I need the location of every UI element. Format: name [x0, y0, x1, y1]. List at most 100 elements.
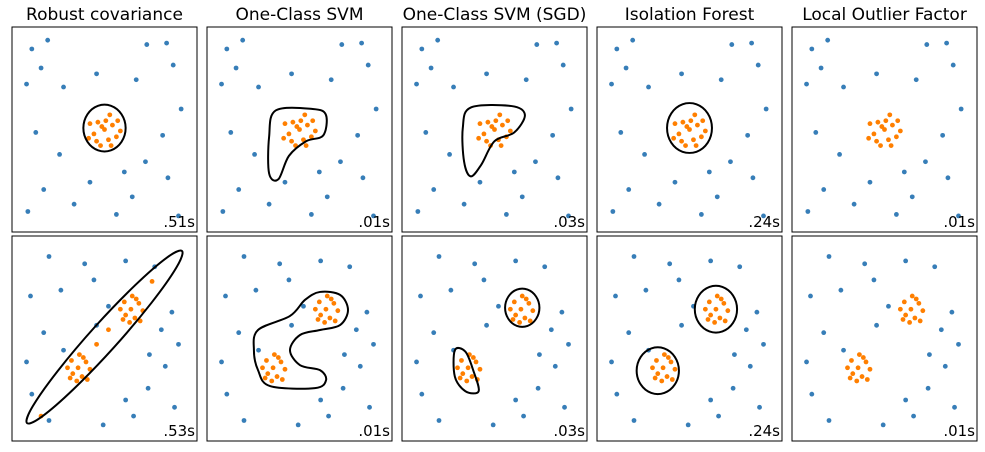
data-point [679, 71, 684, 77]
data-point [262, 375, 268, 381]
axes-frame [596, 235, 783, 442]
data-point [86, 135, 92, 141]
data-point [76, 352, 82, 358]
data-point [743, 327, 749, 333]
data-point [371, 341, 376, 347]
data-point [241, 254, 247, 259]
runtime-label: .01s [358, 213, 390, 231]
data-point [680, 119, 686, 125]
data-point [708, 312, 714, 318]
data-point [286, 277, 292, 283]
data-point [106, 303, 111, 309]
data-point [722, 318, 728, 324]
runtime-label: .24s [748, 213, 780, 231]
data-point [672, 121, 678, 127]
data-point [98, 143, 103, 149]
data-point [106, 137, 111, 143]
data-point [950, 62, 956, 68]
data-point [318, 258, 324, 264]
panel: .24s [596, 235, 783, 442]
data-point [713, 306, 719, 312]
data-point [706, 299, 712, 305]
data-point [328, 77, 334, 83]
data-point [484, 71, 489, 77]
data-point [241, 418, 247, 423]
data-point [542, 264, 548, 270]
data-point [718, 296, 724, 302]
data-point [312, 306, 318, 312]
data-point [490, 422, 496, 428]
data-point [692, 112, 698, 118]
data-point [419, 391, 425, 397]
data-point [236, 330, 242, 336]
data-point [755, 62, 761, 68]
data-point [290, 119, 296, 125]
data-point [80, 355, 86, 360]
data-point [562, 404, 567, 410]
data-point [688, 118, 694, 124]
runtime-label: .03s [553, 422, 585, 440]
data-point [228, 130, 234, 135]
data-point [240, 37, 246, 43]
data-point [29, 391, 35, 397]
data-point [61, 84, 66, 90]
data-point [518, 306, 524, 312]
data-point [359, 40, 365, 46]
data-point [91, 277, 97, 283]
data-point [451, 84, 456, 90]
data-point [282, 179, 288, 185]
panel: One-Class SVM (SGD) .03s [401, 5, 588, 233]
data-point [671, 135, 677, 141]
data-point [270, 365, 276, 371]
data-point [129, 293, 135, 299]
plot-area [804, 37, 964, 219]
runtime-label: .51s [163, 213, 195, 231]
data-point [117, 306, 123, 312]
data-point [909, 194, 915, 200]
data-point [106, 327, 111, 333]
data-point [120, 317, 126, 322]
data-point [838, 287, 844, 293]
data-point [535, 385, 541, 391]
data-point [691, 137, 696, 143]
data-point [550, 132, 556, 138]
data-point [945, 175, 951, 181]
data-point [507, 128, 513, 134]
panel: .01s [206, 235, 393, 442]
panel-title: One-Class SVM (SGD) [403, 5, 587, 25]
data-point [455, 365, 460, 371]
data-point [84, 377, 90, 382]
data-point [952, 404, 957, 410]
data-point [484, 138, 489, 144]
data-point [115, 118, 121, 124]
data-point [818, 65, 824, 71]
data-point [289, 322, 294, 328]
data-point [465, 365, 471, 371]
data-point [94, 341, 99, 347]
data-point [347, 264, 353, 270]
data-point [912, 315, 918, 321]
data-point [459, 358, 464, 363]
data-point [266, 201, 272, 207]
data-point [339, 42, 345, 47]
data-point [626, 187, 632, 192]
data-point [136, 300, 142, 306]
data-point [761, 213, 766, 219]
data-point [477, 121, 483, 127]
data-point [519, 194, 525, 200]
data-point [469, 374, 475, 379]
data-point [371, 213, 376, 219]
data-point [826, 254, 832, 259]
data-point [903, 397, 909, 403]
data-point [355, 132, 361, 138]
data-point [419, 46, 425, 52]
data-point [256, 347, 261, 353]
data-point [279, 377, 285, 382]
data-point [923, 159, 928, 165]
data-point [754, 309, 760, 315]
data-point [728, 159, 733, 165]
panel: Local Outlier Factor .01s [791, 5, 978, 233]
data-point [614, 391, 620, 397]
data-point [295, 422, 301, 428]
data-point [523, 296, 529, 302]
